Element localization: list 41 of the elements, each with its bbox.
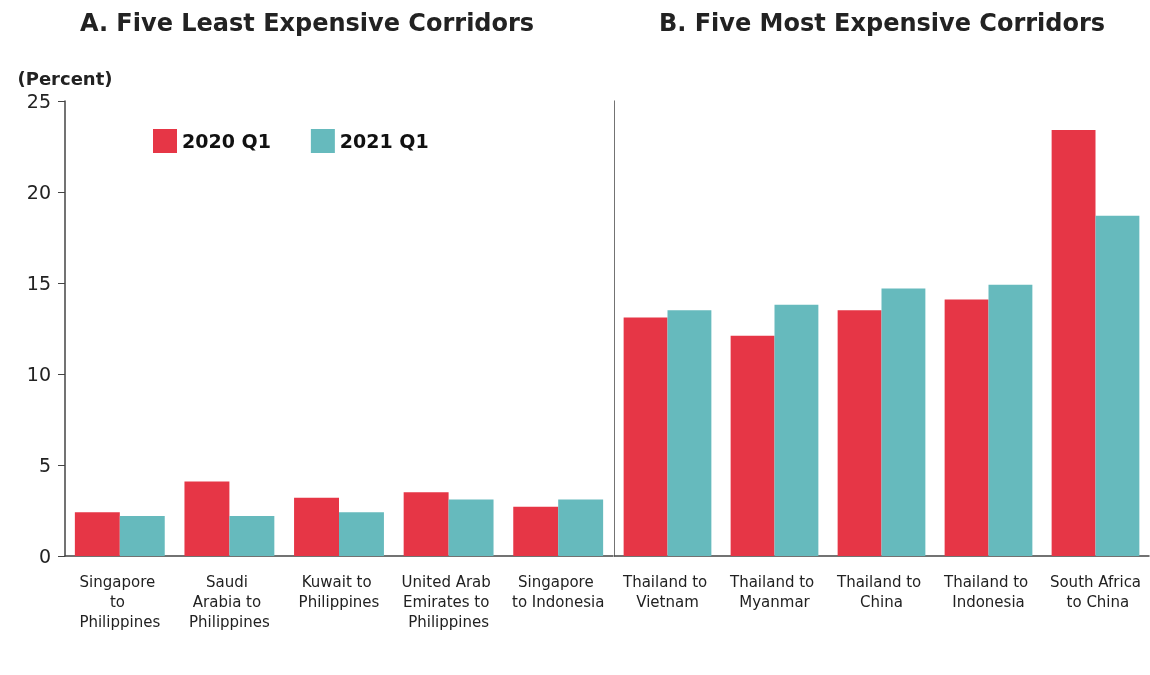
x-tick-label: Thailand to Myanmar (728, 573, 820, 611)
bar (184, 481, 230, 556)
bar (837, 310, 882, 556)
bar (74, 512, 120, 556)
bar (448, 499, 494, 556)
y-tick-label: 20 (26, 181, 51, 203)
bar (339, 512, 384, 556)
chart-title: B. Five Most Expensive Corridors (658, 9, 1106, 37)
x-tick-label: Thailand to China (835, 573, 927, 611)
y-tick-label: 25 (26, 90, 51, 112)
x-tick-label: Saudi Arabia to Philippines (188, 573, 270, 631)
bar (558, 499, 604, 556)
y-axis-title: (Percent) (17, 67, 113, 89)
bar (1051, 130, 1096, 556)
bar (403, 492, 449, 556)
y-tick-label: 10 (26, 363, 51, 385)
bar (1095, 215, 1140, 556)
bar (774, 304, 819, 556)
y-tick-label: 0 (38, 545, 51, 567)
bar (294, 497, 339, 556)
bar (513, 506, 559, 556)
bar (667, 310, 712, 556)
bar (623, 317, 668, 556)
bar (119, 515, 165, 556)
chart-title: A. Five Least Expensive Corridors (79, 9, 535, 37)
bar (988, 284, 1033, 556)
legend-label: 2020 Q1 (182, 130, 271, 152)
x-tick-label: Kuwait to Philippines (298, 573, 380, 611)
y-tick-label: 15 (26, 272, 51, 294)
x-tick-label: Thailand to Indonesia (942, 573, 1034, 611)
x-tick-label: Singapore to Philippines (79, 573, 161, 631)
bar (730, 335, 775, 556)
x-tick-label: Singapore to Indonesia (512, 573, 605, 611)
bar (944, 299, 989, 556)
x-tick-label: South Africa to China (1049, 573, 1142, 611)
x-tick-label: Thailand to Vietnam (621, 573, 713, 611)
y-tick-label: 5 (38, 454, 51, 476)
bar (881, 288, 926, 556)
legend-label: 2021 Q1 (339, 130, 429, 152)
bar (229, 515, 275, 556)
x-tick-label: United Arab Emirates to Philippines (401, 573, 496, 631)
